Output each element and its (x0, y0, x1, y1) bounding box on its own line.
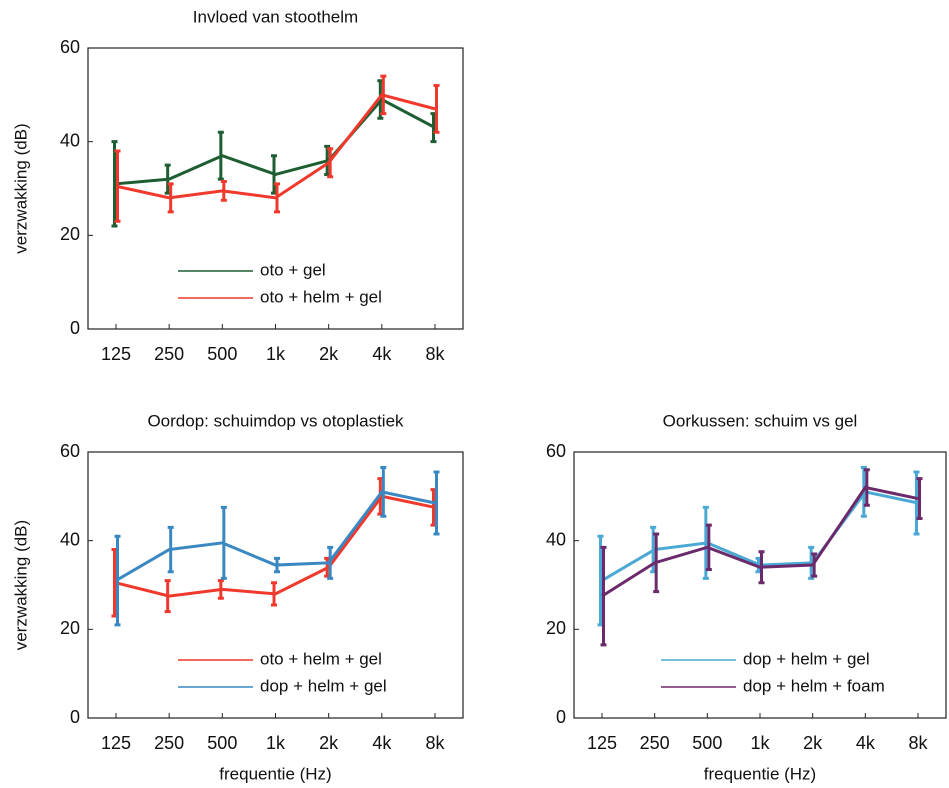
y-tick-label: 40 (546, 529, 566, 549)
x-tick-label: 500 (207, 344, 237, 364)
error-bar (271, 581, 277, 607)
y-axis-label: verzwakking (dB) (11, 123, 30, 253)
error-bar (433, 470, 440, 536)
x-tick-label: 500 (692, 733, 722, 753)
y-tick-label: 60 (60, 441, 80, 461)
x-tick-label: 250 (640, 733, 670, 753)
error-bar (114, 534, 121, 627)
error-bar (380, 74, 387, 116)
legend-label: oto + helm + gel (260, 287, 382, 306)
y-tick-label: 40 (60, 130, 80, 150)
error-bar (217, 579, 224, 600)
error-bar (916, 477, 923, 520)
x-tick-label: 1k (266, 733, 286, 753)
x-tick-label: 125 (101, 344, 131, 364)
x-tick-label: 2k (319, 344, 339, 364)
y-tick-label: 0 (70, 707, 80, 727)
y-axis-label: verzwakking (dB) (11, 520, 30, 650)
legend-label: oto + gel (260, 260, 326, 279)
x-tick-label: 2k (319, 733, 339, 753)
error-bar (167, 525, 174, 574)
error-bar (380, 466, 387, 518)
error-bar (274, 182, 280, 214)
x-tick-label: 1k (266, 344, 286, 364)
y-tick-label: 20 (60, 224, 80, 244)
x-tick-label: 8k (425, 733, 445, 753)
chart-title: Invloed van stoothelm (193, 7, 358, 26)
error-bar (220, 505, 227, 580)
error-bar (758, 550, 765, 585)
y-tick-label: 20 (546, 618, 566, 638)
y-tick-label: 60 (60, 37, 80, 57)
error-bar (217, 130, 224, 181)
legend-label: oto + helm + gel (260, 649, 382, 668)
x-tick-label: 250 (154, 733, 184, 753)
series-line (115, 494, 436, 598)
error-bar (705, 523, 712, 571)
error-bar (702, 505, 709, 580)
x-tick-label: 250 (154, 344, 184, 364)
x-tick-label: 4k (372, 733, 392, 753)
error-bar (653, 532, 660, 594)
error-bar (111, 140, 118, 228)
error-bar (220, 179, 227, 202)
legend-label: dop + helm + gel (260, 676, 387, 695)
x-tick-label: 125 (101, 733, 131, 753)
y-tick-label: 0 (556, 707, 566, 727)
x-tick-label: 8k (425, 344, 445, 364)
chart-title: Oorkussen: schuim vs gel (663, 411, 858, 430)
legend-label: dop + helm + gel (743, 649, 870, 668)
error-bar (811, 552, 818, 578)
y-tick-label: 40 (60, 529, 80, 549)
error-bar (863, 468, 870, 507)
x-tick-label: 4k (856, 733, 876, 753)
error-bar (433, 83, 440, 134)
x-tick-label: 2k (803, 733, 823, 753)
legend-label: dop + helm + foam (743, 676, 885, 695)
y-tick-label: 60 (546, 441, 566, 461)
error-bar (164, 579, 171, 614)
error-bar (114, 149, 121, 223)
error-bar (274, 556, 280, 574)
error-bar (327, 147, 334, 179)
x-axis-label: frequentie (Hz) (704, 764, 816, 783)
x-tick-label: 125 (587, 733, 617, 753)
error-bar (327, 545, 334, 580)
x-tick-label: 8k (908, 733, 928, 753)
x-tick-label: 4k (372, 344, 392, 364)
chart-title: Oordop: schuimdop vs otoplastiek (147, 411, 404, 430)
x-tick-label: 500 (207, 733, 237, 753)
y-tick-label: 20 (60, 618, 80, 638)
error-bar (167, 182, 174, 214)
error-bar (600, 545, 607, 647)
x-tick-label: 1k (750, 733, 770, 753)
x-axis-label: frequentie (Hz) (219, 764, 331, 783)
error-bar (913, 470, 920, 536)
y-tick-label: 0 (70, 318, 80, 338)
